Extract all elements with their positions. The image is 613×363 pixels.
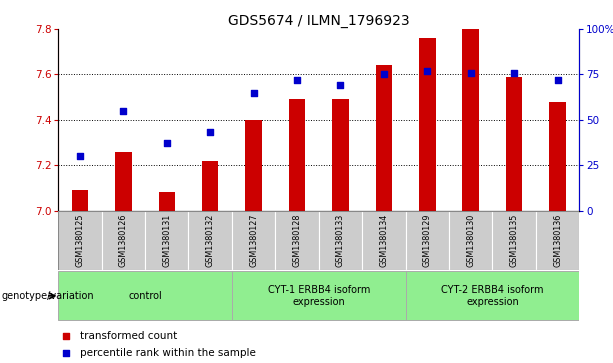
Point (118, 108, 128, 114)
Bar (492, 211, 536, 270)
Text: GSM1380134: GSM1380134 (379, 214, 389, 267)
Bar (189, 211, 232, 270)
Text: GSM1380129: GSM1380129 (423, 214, 432, 267)
Bar (419, 38, 436, 211)
Bar (275, 211, 319, 270)
Point (249, 90, 259, 95)
Text: CYT-1 ERBB4 isoform
expression: CYT-1 ERBB4 isoform expression (267, 285, 370, 307)
Text: GSM1380132: GSM1380132 (206, 214, 215, 267)
Bar (245, 120, 262, 211)
Bar (362, 211, 406, 270)
Text: GSM1380133: GSM1380133 (336, 214, 345, 267)
Text: GSM1380126: GSM1380126 (119, 214, 128, 267)
Text: genotype/variation: genotype/variation (2, 291, 94, 301)
Bar (449, 211, 492, 270)
Bar (536, 211, 579, 270)
Text: GSM1380125: GSM1380125 (75, 214, 85, 267)
Text: GSM1380128: GSM1380128 (292, 214, 302, 267)
Bar (145, 211, 189, 270)
Text: control: control (128, 291, 162, 301)
Point (379, 72, 389, 77)
Text: CYT-2 ERBB4 isoform
expression: CYT-2 ERBB4 isoform expression (441, 285, 544, 307)
Point (292, 77, 302, 83)
Text: GSM1380131: GSM1380131 (162, 214, 171, 267)
Bar (232, 272, 406, 320)
Title: GDS5674 / ILMN_1796923: GDS5674 / ILMN_1796923 (228, 14, 409, 28)
Bar (58, 272, 232, 320)
Bar (202, 160, 218, 211)
Bar (549, 102, 566, 211)
Text: percentile rank within the sample: percentile rank within the sample (80, 348, 256, 359)
Point (509, 70, 519, 76)
Text: GSM1380136: GSM1380136 (553, 214, 562, 267)
Point (162, 140, 172, 146)
Bar (376, 65, 392, 211)
Point (205, 130, 215, 135)
Point (335, 82, 345, 88)
Bar (319, 211, 362, 270)
Bar (159, 192, 175, 211)
Bar (506, 77, 522, 211)
Point (61, 333, 71, 339)
Bar (115, 152, 132, 211)
Bar (332, 99, 349, 211)
Bar (72, 190, 88, 211)
Point (553, 77, 563, 83)
Text: GSM1380130: GSM1380130 (466, 214, 475, 267)
Bar (289, 99, 305, 211)
Bar (406, 211, 449, 270)
Text: GSM1380135: GSM1380135 (509, 214, 519, 267)
Point (75, 153, 85, 159)
Bar (58, 211, 102, 270)
Point (422, 68, 432, 74)
Point (61, 351, 71, 356)
Bar (232, 211, 275, 270)
Bar (102, 211, 145, 270)
Text: GSM1380127: GSM1380127 (249, 214, 258, 267)
Point (466, 70, 476, 76)
Bar (406, 272, 579, 320)
Bar (462, 29, 479, 211)
Text: transformed count: transformed count (80, 331, 177, 341)
